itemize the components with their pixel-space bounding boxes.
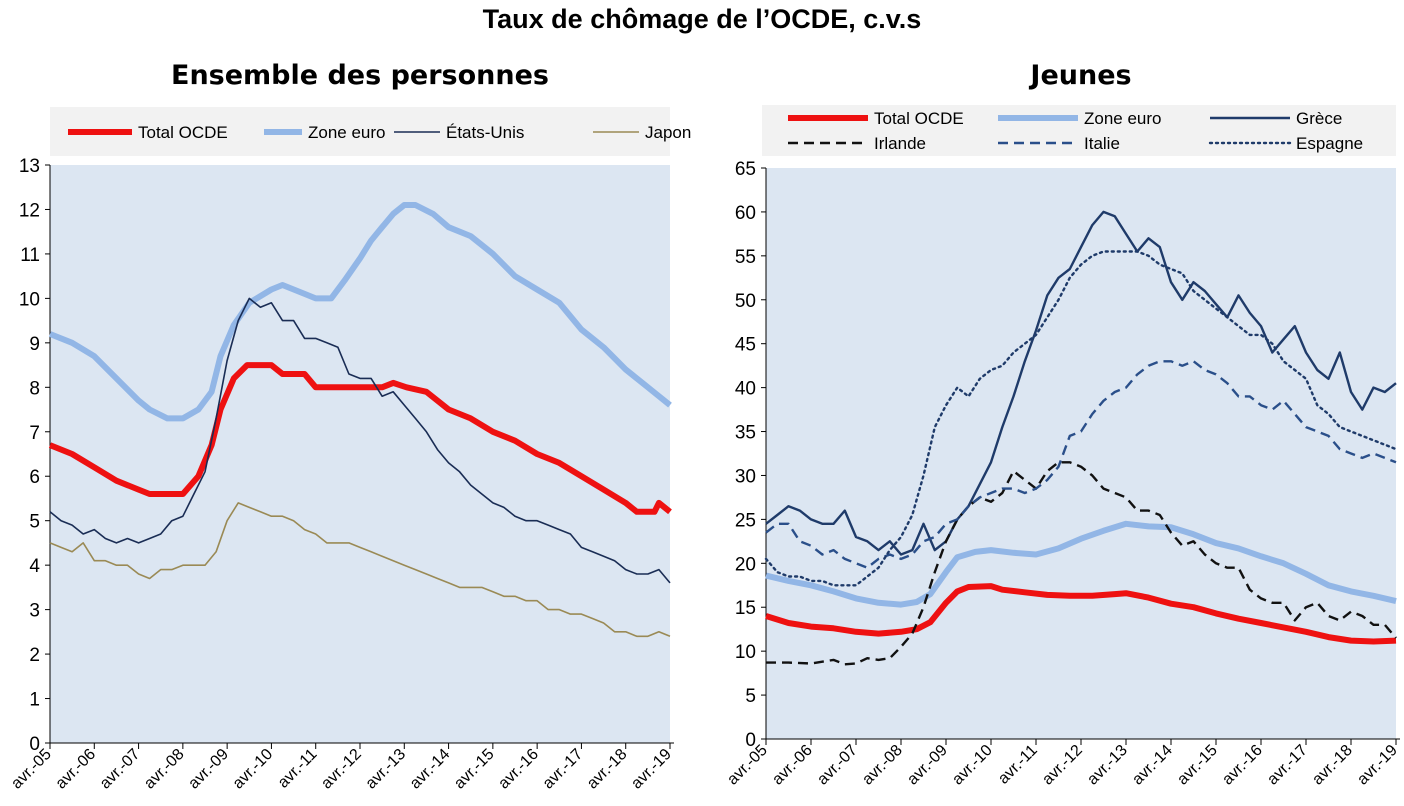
x-tick-label: avr.-14 — [407, 746, 454, 793]
y-tick-label: 4 — [29, 556, 40, 577]
legend-label: Total OCDE — [138, 123, 228, 142]
legend-label: Espagne — [1296, 134, 1363, 153]
series-line-Zone euro — [765, 520, 1397, 608]
x-tick-label: avr.-07 — [97, 746, 144, 793]
series-line-Total OCDE — [765, 583, 1397, 645]
x-tick-label: avr.-15 — [1174, 742, 1221, 789]
chart-title-left: Ensemble des personnes — [171, 60, 549, 91]
y-tick-label: 10 — [19, 289, 40, 310]
y-tick-label: 5 — [745, 686, 756, 707]
y-tick-label: 3 — [29, 601, 40, 622]
legend-label: Italie — [1084, 134, 1120, 153]
x-tick-label: avr.-10 — [230, 746, 277, 793]
legend-label: Total OCDE — [874, 109, 964, 128]
plot-area — [50, 165, 670, 743]
y-tick-label: 60 — [735, 203, 756, 224]
y-tick-label: 65 — [735, 159, 756, 180]
y-tick-label: 55 — [735, 247, 756, 268]
legend-label: États-Unis — [446, 123, 524, 142]
x-tick-label: avr.-16 — [495, 746, 542, 793]
y-tick-label: 40 — [735, 379, 756, 400]
legend-box — [762, 105, 1396, 156]
x-tick-label: avr.-12 — [1039, 742, 1086, 789]
y-tick-label: 20 — [735, 554, 756, 575]
x-tick-label: avr.-18 — [584, 746, 631, 793]
x-tick-label: avr.-11 — [275, 746, 321, 792]
x-tick-label: avr.-09 — [185, 746, 232, 793]
y-tick-label: 35 — [735, 423, 756, 444]
x-tick-label: avr.-11 — [995, 742, 1041, 788]
y-tick-label: 1 — [29, 690, 40, 711]
x-tick-label: avr.-06 — [53, 746, 100, 793]
x-tick-label: avr.-14 — [1129, 742, 1176, 789]
chart-0: 012345678910111213avr.-05avr.-06avr.-07a… — [8, 107, 691, 792]
legend-label: Irlande — [874, 134, 926, 153]
x-tick-label: avr.-19 — [1354, 742, 1401, 789]
y-tick-label: 12 — [19, 200, 40, 221]
series-line-Grèce — [765, 210, 1397, 556]
x-tick-label: avr.-08 — [141, 746, 188, 793]
y-tick-label: 8 — [29, 378, 40, 399]
x-tick-label: avr.-10 — [949, 742, 996, 789]
x-tick-label: avr.-12 — [318, 746, 365, 793]
y-tick-label: 45 — [735, 335, 756, 356]
series-line-Japon — [49, 502, 671, 638]
series-line-Irlande — [766, 461, 1397, 666]
x-tick-label: avr.-08 — [859, 742, 906, 789]
x-tick-label: avr.-17 — [1264, 742, 1311, 789]
legend-label: Zone euro — [1084, 109, 1162, 128]
legend-label: Japon — [645, 123, 691, 142]
x-tick-label: avr.-06 — [769, 742, 816, 789]
chart-title-right: Jeunes — [1030, 60, 1132, 91]
chart-1: 05101520253035404550556065avr.-05avr.-06… — [724, 105, 1401, 788]
x-tick-label: avr.-17 — [540, 746, 587, 793]
y-tick-label: 6 — [29, 467, 40, 488]
series-line-États-Unis — [49, 297, 671, 584]
y-tick-label: 2 — [29, 645, 40, 666]
x-tick-label: avr.-07 — [814, 742, 861, 789]
y-tick-label: 25 — [735, 510, 756, 531]
legend-label: Zone euro — [308, 123, 386, 142]
y-tick-label: 13 — [19, 156, 40, 177]
x-tick-label: avr.-19 — [628, 746, 675, 793]
series-line-Italie — [765, 360, 1397, 569]
y-tick-label: 5 — [29, 512, 40, 533]
y-tick-label: 30 — [735, 466, 756, 487]
series-line-Total OCDE — [48, 362, 672, 515]
x-tick-label: avr.-18 — [1309, 742, 1356, 789]
series-line-Espagne — [764, 250, 1398, 587]
y-tick-label: 0 — [29, 734, 40, 755]
main-title: Taux de chômage de l’OCDE, c.v.s — [482, 4, 922, 34]
y-tick-label: 7 — [29, 423, 40, 444]
series-line-Zone euro — [48, 202, 672, 422]
y-tick-label: 50 — [735, 291, 756, 312]
x-tick-label: avr.-13 — [363, 746, 410, 793]
y-tick-label: 9 — [29, 334, 40, 355]
x-tick-label: avr.-15 — [451, 746, 498, 793]
y-tick-label: 0 — [745, 730, 756, 751]
y-tick-label: 11 — [20, 245, 40, 266]
x-tick-label: avr.-16 — [1219, 742, 1266, 789]
x-tick-label: avr.-13 — [1084, 742, 1131, 789]
y-tick-label: 15 — [735, 598, 756, 619]
plot-area — [766, 168, 1396, 739]
x-tick-label: avr.-09 — [904, 742, 951, 789]
legend-box — [50, 107, 670, 156]
legend-label: Grèce — [1296, 109, 1342, 128]
y-tick-label: 10 — [735, 642, 756, 663]
